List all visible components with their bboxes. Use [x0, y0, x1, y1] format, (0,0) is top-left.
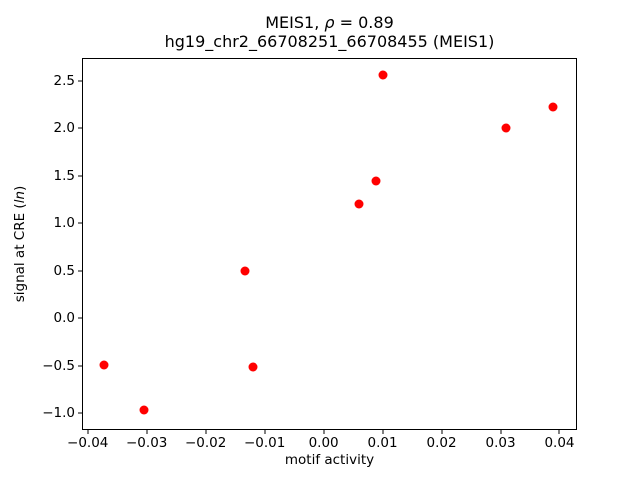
y-tick-mark: [78, 412, 83, 414]
rho-symbol: ρ: [324, 13, 335, 32]
y-tick-label: 0.5: [53, 262, 75, 279]
y-tick-label: 1.5: [53, 167, 75, 184]
x-tick-label: −0.03: [126, 435, 168, 451]
y-axis-label-prefix: signal at CRE (: [12, 203, 28, 303]
y-axis-label-italic: ln: [12, 190, 28, 204]
x-tick-mark: [441, 429, 443, 434]
x-tick-mark: [500, 429, 502, 434]
x-tick-label: 0.00: [308, 435, 339, 451]
chart-title-line1: MEIS1, ρ = 0.89: [82, 13, 577, 32]
y-tick-mark: [78, 317, 83, 319]
x-tick-mark: [205, 429, 207, 434]
x-tick-mark: [146, 429, 148, 434]
y-tick-mark: [78, 175, 83, 177]
y-tick-label: 2.0: [53, 120, 75, 137]
x-tick-label: −0.04: [67, 435, 109, 451]
data-point: [371, 176, 381, 186]
data-point: [354, 199, 364, 209]
x-tick-mark: [87, 429, 89, 434]
chart-title: MEIS1, ρ = 0.89 hg19_chr2_66708251_66708…: [82, 13, 577, 51]
y-tick-mark: [78, 222, 83, 224]
x-tick-label: 0.03: [485, 435, 516, 451]
y-tick-mark: [78, 270, 83, 272]
plot-area: −0.04 −0.03 −0.02 −0.01 0.00 0.01 0.02 0.03 0.04…: [42, 58, 577, 450]
chart-subtitle: hg19_chr2_66708251_66708455 (MEIS1): [164, 32, 495, 51]
x-axis-label: motif activity: [284, 452, 375, 468]
x-tick-mark: [558, 429, 560, 434]
data-point: [99, 360, 109, 370]
x-tick-label: 0.04: [544, 435, 575, 451]
data-point: [139, 405, 149, 415]
data-point: [240, 266, 250, 276]
x-tick-mark: [264, 429, 266, 434]
x-tick-label: 0.01: [367, 435, 398, 451]
y-tick-mark: [78, 127, 83, 129]
title-suffix: = 0.89: [334, 13, 394, 32]
y-axis-label: signal at CRE (ln): [12, 186, 28, 303]
y-tick-label: −1.0: [42, 405, 75, 422]
data-point: [501, 123, 511, 133]
y-tick-label: 1.0: [53, 215, 75, 232]
y-tick-label: 2.5: [53, 72, 75, 89]
y-tick-label: −0.5: [42, 357, 75, 374]
y-tick-mark: [78, 365, 83, 367]
y-axis-label-suffix: ): [12, 185, 28, 191]
y-tick-mark: [78, 80, 83, 82]
data-point: [548, 102, 558, 112]
x-tick-mark: [382, 429, 384, 434]
x-tick-label: −0.02: [184, 435, 227, 451]
x-tick-label: 0.02: [426, 435, 457, 451]
data-point: [248, 362, 258, 372]
x-tick-label: −0.01: [243, 435, 286, 451]
x-tick-mark: [323, 429, 325, 434]
data-point: [378, 70, 388, 80]
title-prefix: MEIS1,: [265, 13, 325, 32]
y-tick-label: 0.0: [53, 310, 75, 327]
